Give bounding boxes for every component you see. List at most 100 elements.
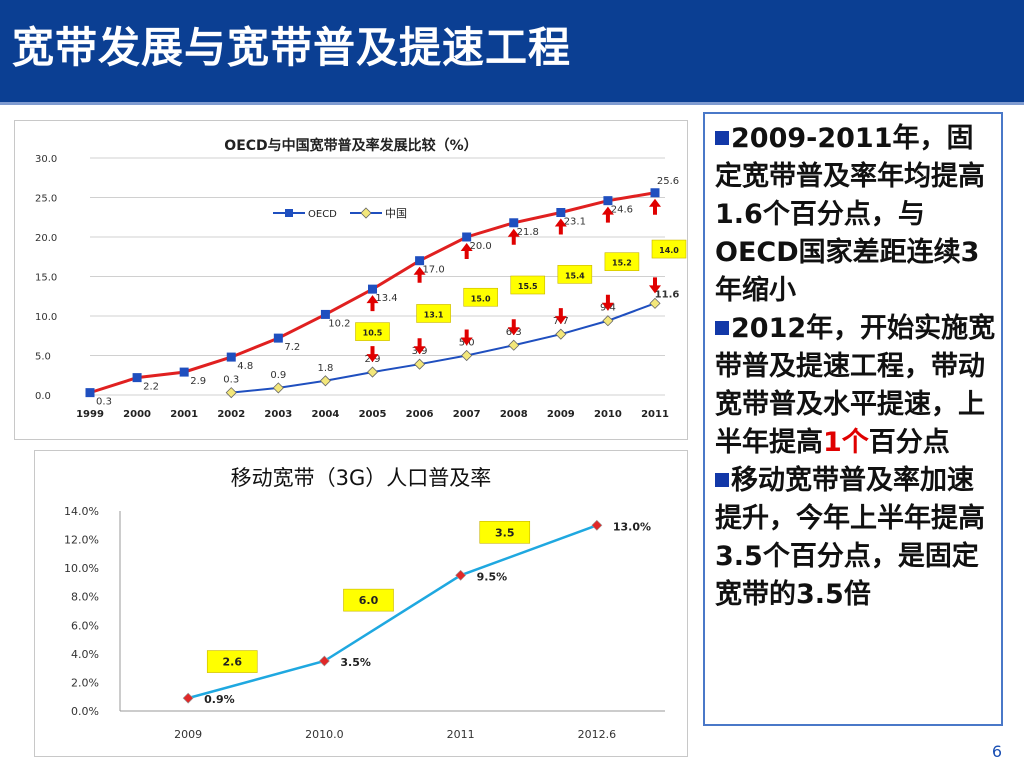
oecd-data-label: 21.8 xyxy=(517,227,539,238)
china-point xyxy=(414,358,426,370)
oecd-point xyxy=(556,208,566,218)
x-tick-label: 2009 xyxy=(547,409,575,420)
oecd-data-label: 0.3 xyxy=(96,397,112,408)
oecd-data-label: 20.0 xyxy=(470,241,492,252)
china-point xyxy=(602,315,614,327)
gap-value-box xyxy=(510,275,546,295)
legend-china-marker xyxy=(360,207,372,219)
x-tick-label: 2001 xyxy=(170,409,198,420)
china-data-label: 1.8 xyxy=(317,363,333,374)
summary-bullet-1: 2009-2011年，固定宽带普及率年均提高1.6个百分点，与OECD国家差距连… xyxy=(715,120,1000,310)
red-down-arrow-icon xyxy=(413,338,426,355)
gap-value-label: 13.1 xyxy=(424,310,444,319)
x-tick-label: 2007 xyxy=(453,409,481,420)
red-up-arrow-icon xyxy=(413,266,426,283)
y-tick-label: 25.0 xyxy=(35,194,57,205)
oecd-point xyxy=(132,373,142,383)
mobile-point xyxy=(318,655,330,667)
red-down-arrow-icon xyxy=(601,294,614,311)
red-down-arrow-icon xyxy=(507,319,520,336)
china-point xyxy=(319,375,331,387)
y-tick-label: 0.0% xyxy=(71,705,99,718)
square-bullet-icon xyxy=(715,473,729,487)
mobile-data-label: 9.5% xyxy=(477,570,508,583)
x-tick-label: 2004 xyxy=(311,409,339,420)
square-bullet-icon xyxy=(715,321,729,335)
oecd-point xyxy=(320,309,330,319)
y-tick-label: 20.0 xyxy=(35,233,57,244)
red-up-arrow-icon xyxy=(554,218,567,235)
oecd-point xyxy=(650,188,660,198)
gap-value-box xyxy=(355,322,390,341)
oecd-data-label: 25.6 xyxy=(657,176,679,187)
gap-value-label: 15.2 xyxy=(612,259,632,268)
mobile-series-line xyxy=(187,524,598,700)
increment-value-box xyxy=(479,520,531,544)
header-divider xyxy=(0,102,1024,105)
red-up-arrow-icon xyxy=(507,228,520,245)
x-tick-label: 2010.0 xyxy=(305,728,344,741)
china-point xyxy=(272,382,284,394)
gap-value-box xyxy=(463,287,498,307)
oecd-data-label: 24.6 xyxy=(611,205,633,216)
gap-value-label: 15.5 xyxy=(518,282,538,291)
y-tick-label: 12.0% xyxy=(64,534,99,547)
gap-value-label: 10.5 xyxy=(363,329,383,338)
increment-value-box xyxy=(206,650,258,673)
y-tick-label: 14.0% xyxy=(64,505,99,518)
x-tick-label: 2002 xyxy=(217,409,245,420)
china-point xyxy=(508,339,520,351)
oecd-point xyxy=(415,256,425,266)
mobile-broadband-chart: 移动宽带（3G）人口普及率 0.0% 2.0% 4.0% 6.0% 8.0% 10.0% 12… xyxy=(64,466,665,741)
mobile-broadband-chart-panel: 移动宽带（3G）人口普及率 0.0% 2.0% 4.0% 6.0% 8.0% 10.0% 12… xyxy=(34,450,688,757)
mobile-point xyxy=(455,569,467,581)
broadband-comparison-chart-panel: OECD与中国宽带普及率发展比较（%） 0.0 5.0 10.0 15.0 20.0 25.… xyxy=(14,120,688,440)
x-tick-label: 2011 xyxy=(641,409,669,420)
summary-bullet-3-text: 移动宽带普及率加速提升，今年上半年提高3.5个百分点，是固定宽带的3.5倍 xyxy=(715,465,985,610)
oecd-data-label: 23.1 xyxy=(564,217,586,228)
y-tick-label: 10.0% xyxy=(64,562,99,575)
y-tick-label: 2.0% xyxy=(71,676,99,689)
gap-value-label: 15.4 xyxy=(565,271,585,280)
legend-oecd-marker xyxy=(285,209,293,217)
x-tick-label: 2011 xyxy=(447,728,475,741)
mobile-point xyxy=(591,519,603,531)
x-tick-label: 2008 xyxy=(500,409,528,420)
x-tick-label: 2000 xyxy=(123,409,151,420)
red-up-arrow-icon xyxy=(460,243,473,259)
square-bullet-icon xyxy=(715,131,729,145)
gap-value-box xyxy=(557,265,593,284)
x-tick-label: 2012.6 xyxy=(578,728,617,741)
gap-value-label: 14.0 xyxy=(659,246,679,255)
china-point xyxy=(366,366,379,378)
china-data-label: 0.9 xyxy=(270,370,286,381)
oecd-point xyxy=(85,388,95,398)
red-down-arrow-icon xyxy=(366,346,379,363)
summary-bullet-2-highlight: 1个 xyxy=(823,427,869,458)
y-tick-label: 10.0 xyxy=(35,312,57,323)
summary-bullet-2-tail: 百分点 xyxy=(868,427,950,458)
header-bar: 宽带发展与宽带普及提速工程 xyxy=(0,0,1024,102)
oecd-point xyxy=(462,232,472,242)
increment-value-label: 6.0 xyxy=(359,594,379,607)
x-tick-label: 2005 xyxy=(359,409,387,420)
oecd-point xyxy=(603,196,613,206)
y-tick-label: 6.0% xyxy=(71,619,99,632)
summary-bullet-3: 移动宽带普及率加速提升，今年上半年提高3.5个百分点，是固定宽带的3.5倍 xyxy=(715,462,1000,614)
china-data-label: 0.3 xyxy=(223,375,239,386)
summary-textbox: 2009-2011年，固定宽带普及率年均提高1.6个百分点，与OECD国家差距连… xyxy=(703,112,1003,726)
gap-value-box xyxy=(416,304,451,323)
oecd-point xyxy=(273,333,283,343)
increment-value-label: 2.6 xyxy=(223,656,243,669)
red-up-arrow-icon xyxy=(366,295,379,312)
x-tick-label: 2009 xyxy=(174,728,202,741)
oecd-point xyxy=(368,284,377,294)
oecd-point xyxy=(179,367,189,377)
oecd-point xyxy=(226,352,236,362)
oecd-data-label: 7.2 xyxy=(284,342,300,353)
y-tick-label: 30.0 xyxy=(35,154,57,165)
red-up-arrow-icon xyxy=(601,206,614,223)
oecd-data-label: 17.0 xyxy=(422,265,444,276)
chart-title: 移动宽带（3G）人口普及率 xyxy=(231,466,492,490)
oecd-data-label: 10.2 xyxy=(328,318,350,329)
